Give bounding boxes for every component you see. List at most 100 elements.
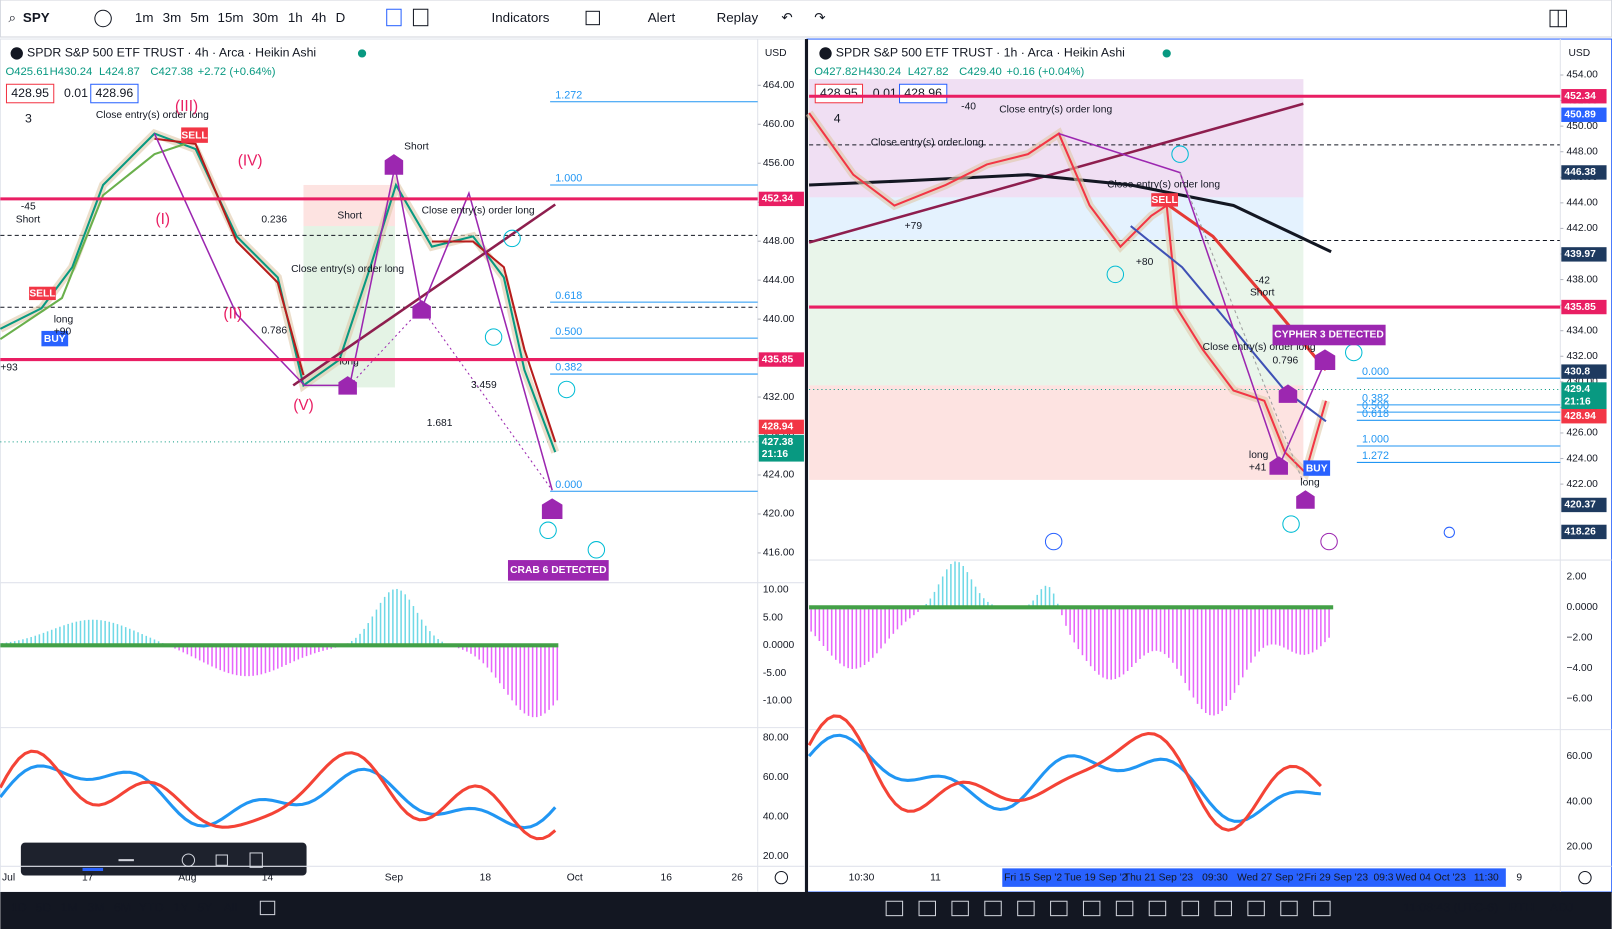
lock[interactable] — [215, 854, 228, 866]
bottom-toolbar — [0, 892, 1612, 929]
date-range-icon[interactable] — [259, 900, 276, 916]
adjust[interactable]: ADJ — [1550, 901, 1573, 915]
wave-marker — [587, 541, 606, 559]
time-axis-label: Wed 04 Oct '23 — [1396, 872, 1467, 883]
drawing-tool[interactable] — [1050, 900, 1068, 917]
drawing-tool[interactable] — [1115, 900, 1134, 917]
drawing-tool[interactable] — [1017, 900, 1035, 917]
undo[interactable]: ↶ — [781, 10, 792, 25]
annotation: Close entry(s) order long — [871, 138, 984, 149]
interval-button[interactable]: 1m — [135, 10, 154, 25]
annotation: (I) — [155, 211, 170, 228]
wave-marker — [1282, 515, 1300, 533]
wave-marker — [503, 229, 521, 248]
interval-button[interactable]: 30m — [252, 10, 278, 25]
osc-axis-label: 0.0000 — [1566, 602, 1598, 613]
fib-label: 0.618 — [1362, 408, 1389, 420]
range-button[interactable]: 1D — [11, 901, 27, 915]
annotation: Short — [1250, 288, 1275, 299]
price-tag — [1561, 409, 1607, 424]
interval-button[interactable]: 5m — [190, 10, 209, 25]
annotation: Close entry(s) order long — [1107, 180, 1220, 191]
symbol-icon — [819, 47, 832, 60]
top-toolbar — [0, 0, 1612, 38]
layouts-button[interactable] — [585, 10, 600, 26]
osc-axis-label: −4.00 — [1566, 663, 1592, 674]
time-axis-label: 10:30 — [849, 872, 875, 883]
chart-type[interactable] — [386, 8, 402, 27]
search-icon[interactable]: ⌕ — [9, 10, 16, 25]
interval-button[interactable]: D — [336, 10, 346, 25]
compare-button[interactable] — [94, 9, 112, 28]
osc-axis-label: -5.00 — [763, 668, 787, 679]
pattern-line — [1058, 132, 1327, 467]
range-button[interactable]: 1M — [61, 901, 78, 915]
range-button[interactable]: 6M — [114, 901, 131, 915]
range-button[interactable]: YTD — [139, 901, 164, 915]
pattern-point — [541, 498, 563, 519]
rsi-line — [0, 749, 557, 841]
chart-type-2[interactable] — [412, 8, 429, 27]
drawing-tool[interactable] — [918, 900, 936, 917]
pane-divider — [804, 39, 809, 893]
price-tag-label: 429.4 — [1564, 384, 1590, 395]
range-button[interactable]: 5Y — [197, 901, 212, 915]
price-axis-label: 432.00 — [1566, 351, 1598, 362]
range-button[interactable]: All — [224, 901, 238, 915]
price-axis-label: 450.00 — [1566, 121, 1598, 132]
interval-button[interactable]: 3m — [163, 10, 182, 25]
range-button[interactable]: 3M — [87, 901, 104, 915]
range-button[interactable]: 1Y — [174, 901, 189, 915]
rsi-line — [807, 714, 1322, 832]
drawing-tool[interactable] — [1082, 900, 1101, 917]
session[interactable]: RTH — [1509, 901, 1534, 915]
drawing-tool[interactable] — [1214, 900, 1232, 917]
countdown: 21:16 — [762, 449, 789, 460]
annotation: +80 — [1136, 257, 1154, 268]
fib-label: 0.500 — [1362, 400, 1389, 412]
fib-zone — [809, 239, 1304, 386]
axis-settings[interactable] — [1578, 870, 1592, 885]
pattern-point — [1296, 490, 1315, 509]
price-tag-label: 452.34 — [762, 194, 794, 205]
legend-count: 3 — [25, 111, 32, 125]
replay-button[interactable]: Replay — [717, 10, 759, 25]
ohlc-value: +2.72 (+0.64%) — [198, 66, 276, 78]
currency[interactable]: USD — [765, 48, 787, 59]
interval-button[interactable]: 4h — [311, 10, 326, 25]
time-axis-label: 09:3 — [1374, 872, 1394, 883]
alert-button[interactable]: Alert — [648, 10, 676, 25]
annotation: 3.459 — [471, 380, 497, 391]
drawing-tool[interactable] — [984, 900, 1002, 917]
drawing-tool[interactable] — [951, 900, 969, 917]
indicators-button[interactable]: Indicators — [492, 10, 550, 25]
drawing-tool[interactable] — [885, 900, 904, 917]
drawing-tool[interactable] — [1247, 900, 1265, 917]
drawing-tool[interactable] — [1313, 900, 1331, 917]
price-axis-label: 434.00 — [1566, 325, 1598, 336]
bid-price[interactable]: 428.95 — [11, 86, 49, 100]
fib-label: 0.382 — [555, 362, 582, 374]
fib-label: 0.618 — [555, 290, 582, 302]
wave-marker — [1443, 526, 1455, 538]
delete[interactable] — [249, 852, 263, 868]
time-axis-label: 09:30 — [1202, 872, 1228, 883]
interval-button[interactable]: 15m — [218, 10, 244, 25]
ask-price[interactable]: 428.96 — [96, 86, 134, 100]
annotation: -40 — [961, 102, 976, 113]
range-button[interactable]: 5D — [36, 901, 52, 915]
buy-signal — [41, 330, 69, 347]
price-axis-label: 426.00 — [1566, 428, 1598, 439]
annotation: long — [1300, 478, 1320, 489]
currency[interactable]: USD — [1569, 48, 1591, 59]
ask-box — [90, 83, 139, 104]
axis-settings[interactable] — [774, 870, 789, 885]
rsi-signal — [0, 764, 557, 830]
drawing-tool[interactable] — [1148, 900, 1167, 917]
interval-button[interactable]: 1h — [288, 10, 303, 25]
drawing-tool[interactable] — [1280, 900, 1298, 917]
redo[interactable]: ↷ — [814, 10, 825, 25]
rsi-axis-label: 60.00 — [1566, 751, 1592, 762]
symbol[interactable]: SPY — [23, 10, 50, 25]
drawing-tool[interactable] — [1181, 900, 1200, 917]
